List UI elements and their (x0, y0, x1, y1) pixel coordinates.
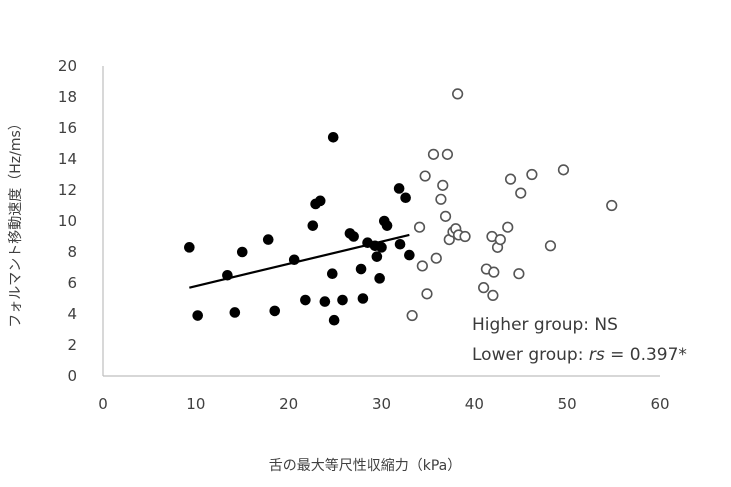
data-point-lower-group (307, 220, 319, 231)
data-point-lower-group (262, 234, 274, 245)
data-point-lower-group (371, 251, 383, 262)
data-point-higher-group (606, 199, 618, 212)
data-point-higher-group (419, 170, 431, 182)
data-point-higher-group (557, 164, 570, 176)
data-point-higher-group (459, 230, 471, 243)
data-point-lower-group (319, 296, 331, 307)
trendline-lower-group (189, 233, 410, 289)
data-point-higher-group (502, 221, 514, 233)
data-point-lower-group (357, 293, 369, 304)
annotation-higher-group: Higher group: NS (472, 315, 618, 335)
data-point-higher-group (441, 148, 454, 160)
y-axis-title: フォルマント移動速度（Hz/ms） (8, 116, 24, 328)
x-tick-label: 60 (650, 395, 669, 413)
y-tick-label: 12 (58, 181, 77, 199)
x-tick-label: 50 (558, 395, 577, 413)
annotation-lower-stat: rs (589, 345, 605, 365)
data-point-higher-group (544, 240, 557, 252)
data-point-higher-group (452, 88, 464, 100)
data-point-lower-group (326, 268, 338, 280)
data-point-lower-group (376, 242, 387, 253)
y-tick-label: 18 (58, 88, 77, 106)
data-point-higher-group (421, 288, 433, 300)
y-tick-label: 16 (58, 119, 77, 137)
data-point-lower-group (269, 305, 281, 317)
data-point-higher-group (513, 268, 525, 280)
y-tick-label: 14 (58, 150, 77, 168)
data-point-higher-group (494, 234, 506, 246)
x-tick-label: 20 (279, 395, 298, 413)
data-point-lower-group (337, 294, 348, 306)
data-point-higher-group (478, 282, 490, 294)
data-point-lower-group (381, 220, 393, 231)
y-tick-label: 10 (58, 212, 77, 230)
annotation-lower-suffix: = 0.397* (605, 345, 687, 365)
data-point-higher-group (437, 179, 449, 191)
data-point-lower-group (374, 273, 385, 284)
x-tick-label: 30 (372, 395, 391, 413)
data-point-lower-group (192, 310, 203, 321)
x-tick-label: 10 (186, 395, 205, 413)
data-point-higher-group (526, 168, 538, 181)
data-point-higher-group (430, 252, 442, 264)
y-tick-label: 20 (58, 57, 77, 75)
data-points (184, 88, 618, 326)
data-point-lower-group (300, 294, 311, 306)
data-point-lower-group (314, 195, 326, 207)
y-tick-label: 6 (67, 274, 77, 292)
data-point-higher-group (487, 289, 499, 302)
data-point-lower-group (393, 183, 405, 194)
data-point-lower-group (328, 314, 340, 326)
data-point-higher-group (406, 309, 418, 322)
data-point-higher-group (427, 148, 440, 160)
data-point-lower-group (394, 238, 406, 250)
data-point-lower-group (236, 246, 248, 258)
y-tick-label: 2 (67, 336, 77, 354)
data-point-higher-group (435, 193, 447, 205)
data-point-lower-group (400, 192, 411, 204)
data-point-lower-group (229, 307, 241, 318)
x-axis-tick-labels: 0 10 20 30 40 50 60 (98, 395, 669, 413)
data-point-higher-group (488, 266, 500, 278)
data-point-higher-group (439, 210, 452, 222)
annotation-lower-prefix: Lower group: (472, 345, 589, 365)
data-point-lower-group (184, 242, 195, 253)
data-point-lower-group (404, 249, 415, 261)
y-tick-label: 0 (67, 367, 77, 385)
data-point-higher-group (515, 187, 527, 199)
data-point-higher-group (416, 260, 428, 272)
y-tick-label: 8 (67, 243, 77, 261)
x-axis-title: 舌の最大等尺性収縮力（kPa） (269, 457, 462, 474)
y-axis-tick-labels: 0 2 4 6 8 10 12 14 16 18 20 (58, 57, 77, 385)
data-point-lower-group (348, 231, 359, 242)
data-point-higher-group (504, 173, 517, 185)
annotation-lower-group: Lower group: rs = 0.397* (472, 345, 687, 365)
x-tick-label: 0 (98, 395, 108, 413)
y-tick-label: 4 (67, 305, 77, 323)
x-tick-label: 40 (465, 395, 484, 413)
data-point-lower-group (327, 132, 339, 143)
data-point-higher-group (413, 221, 426, 233)
data-point-lower-group (355, 263, 367, 275)
